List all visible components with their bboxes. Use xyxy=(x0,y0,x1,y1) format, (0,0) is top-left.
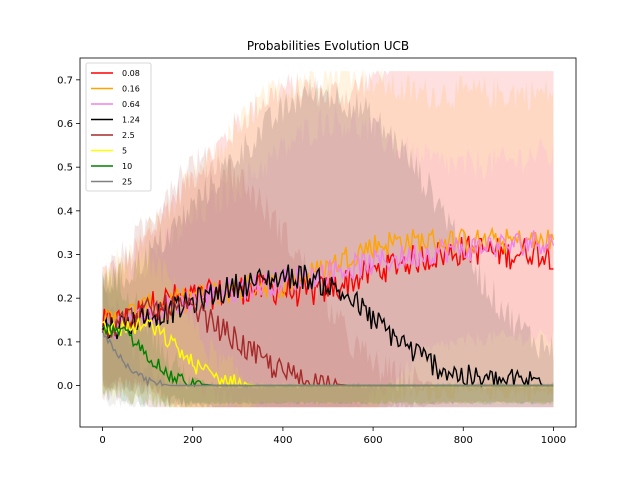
x-tick-label: 600 xyxy=(364,435,383,446)
band-0-16 xyxy=(102,71,554,408)
legend: 0.08 0.16 0.64 1.24 2.5 5 10 25 xyxy=(85,62,152,192)
y-tick-label: 0.2 xyxy=(57,294,73,305)
series-line-0-64 xyxy=(101,230,555,340)
legend-label: 2.5 xyxy=(122,131,135,140)
band-25 xyxy=(102,273,554,408)
legend-label: 0.08 xyxy=(122,69,140,78)
legend-label: 10 xyxy=(122,162,132,171)
band-2-5 xyxy=(102,145,554,408)
x-tick-label: 200 xyxy=(183,435,202,446)
legend-label: 5 xyxy=(122,147,127,156)
band-10 xyxy=(102,264,554,408)
y-tick-label: 0.7 xyxy=(57,75,73,86)
x-tick-label: 1000 xyxy=(541,435,566,446)
chart-title: Probabilities Evolution UCB xyxy=(247,39,409,53)
legend-label: 0.16 xyxy=(122,85,140,94)
legend-label: 0.64 xyxy=(122,100,140,109)
y-tick-label: 0.5 xyxy=(57,163,73,174)
legend-label: 25 xyxy=(122,178,132,187)
legend-label: 1.24 xyxy=(122,116,140,125)
x-tick-label: 400 xyxy=(273,435,292,446)
band-1-24 xyxy=(102,77,554,408)
series-line-1-24 xyxy=(101,264,554,388)
y-tick-label: 0.0 xyxy=(57,381,73,392)
confidence-bands xyxy=(102,71,554,408)
x-tick-label: 800 xyxy=(454,435,473,446)
series-line-0-16 xyxy=(101,226,555,334)
legend-box xyxy=(85,62,152,192)
plot-frame xyxy=(79,57,577,428)
series-line-0-08 xyxy=(101,235,554,333)
series-line-25 xyxy=(101,329,554,388)
band-0-64 xyxy=(102,105,554,408)
x-tick-label: 0 xyxy=(99,435,105,446)
y-tick-label: 0.3 xyxy=(57,250,73,261)
y-tick-label: 0.1 xyxy=(57,337,73,348)
y-tick-label: 0.4 xyxy=(57,206,73,217)
y-axis: 0.0 0.1 0.2 0.3 0.4 0.5 0.6 0.7 xyxy=(57,75,80,392)
x-axis: 0 200 400 600 800 1000 xyxy=(99,427,566,446)
y-tick-label: 0.6 xyxy=(57,119,73,130)
series-lines xyxy=(101,226,555,389)
band-5 xyxy=(102,243,554,408)
band-0-08 xyxy=(102,71,554,408)
